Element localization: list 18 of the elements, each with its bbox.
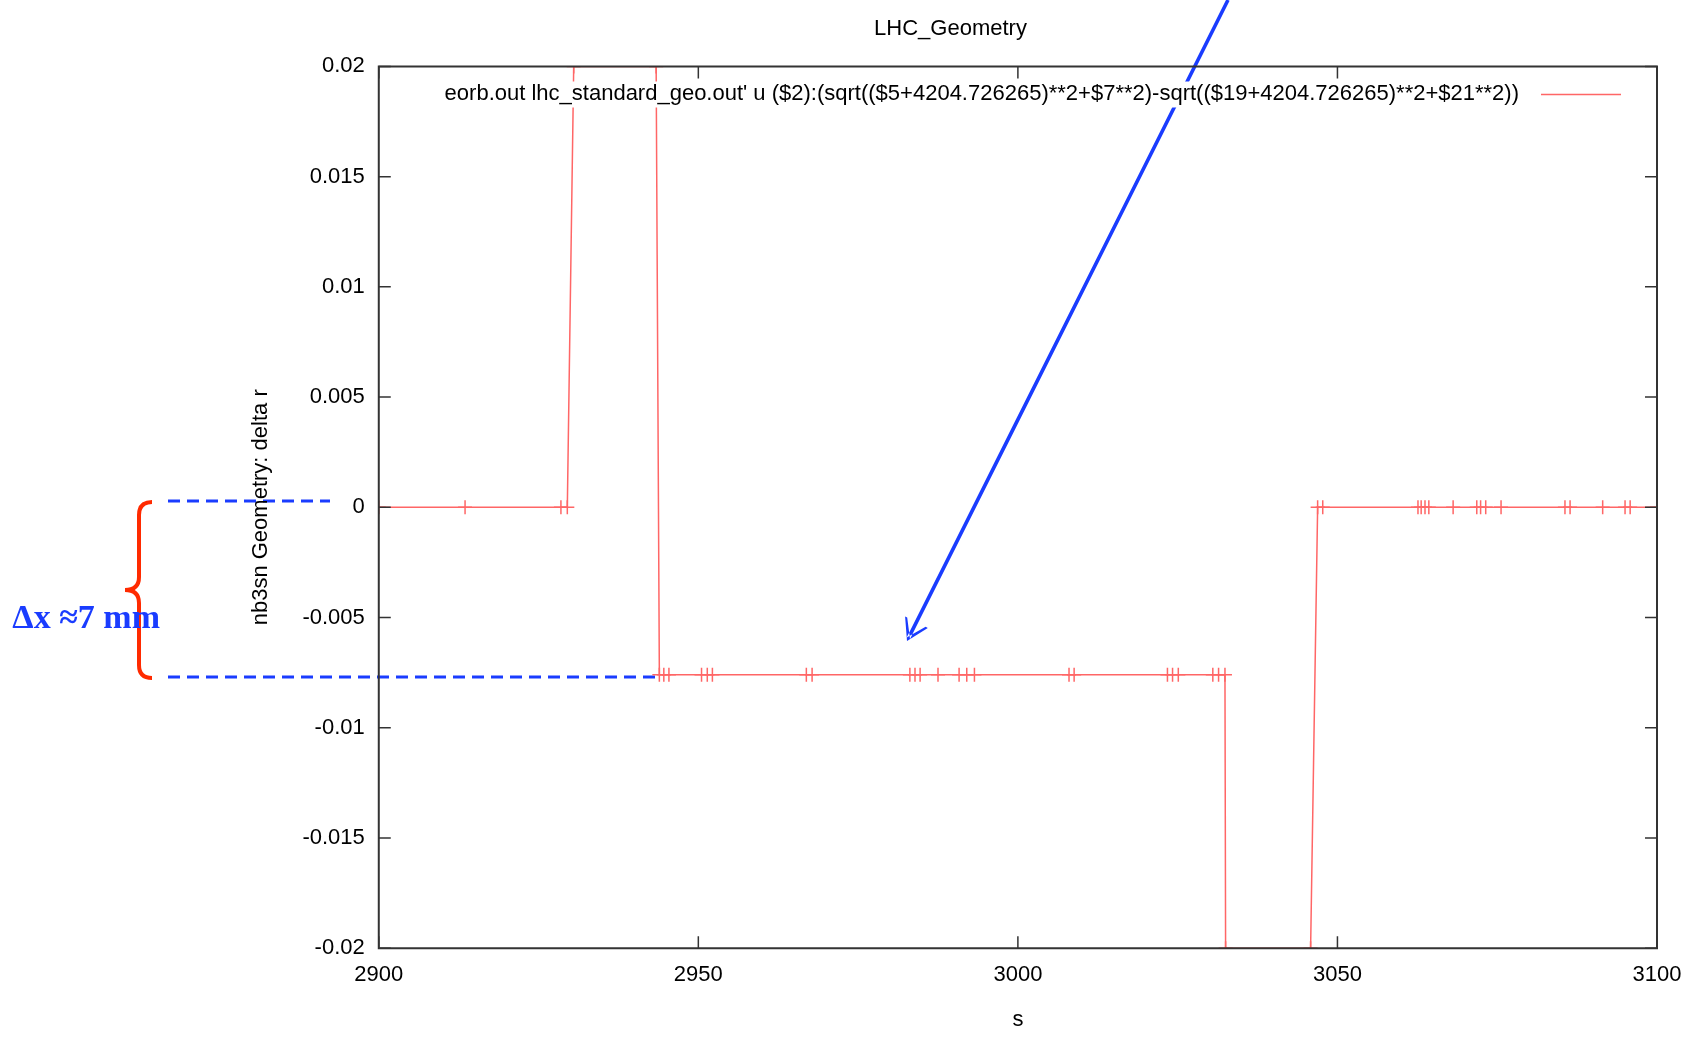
- x-tick-label: 3100: [1632, 961, 1682, 987]
- y-tick-label: -0.015: [302, 824, 365, 850]
- x-axis-title: s: [1012, 1005, 1024, 1031]
- y-tick-label: -0.01: [314, 713, 365, 739]
- x-tick-label: 2900: [354, 961, 404, 987]
- chart-title: LHC_Geometry: [874, 15, 1027, 41]
- y-tick-label: 0.005: [309, 383, 365, 409]
- x-tick-label: 3050: [1312, 961, 1362, 987]
- y-tick-label: -0.02: [314, 934, 365, 960]
- x-tick-label: 2950: [673, 961, 723, 987]
- x-tick-label: 3000: [993, 961, 1043, 987]
- y-tick-label: 0.015: [309, 162, 365, 188]
- y-axis-title: nb3sn Geometry: delta r: [247, 389, 273, 626]
- y-tick-label: 0.01: [321, 272, 365, 298]
- y-tick-label: -0.005: [302, 603, 365, 629]
- legend-label: eorb.out lhc_standard_geo.out' u ($2):(sqrt(($5+4204.726265)**2+$7**2)-sqrt(($19+4204.726265)**2+$21**2)): [444, 80, 1519, 106]
- y-tick-label: 0.02: [321, 52, 365, 78]
- y-tick-label: 0: [352, 493, 365, 519]
